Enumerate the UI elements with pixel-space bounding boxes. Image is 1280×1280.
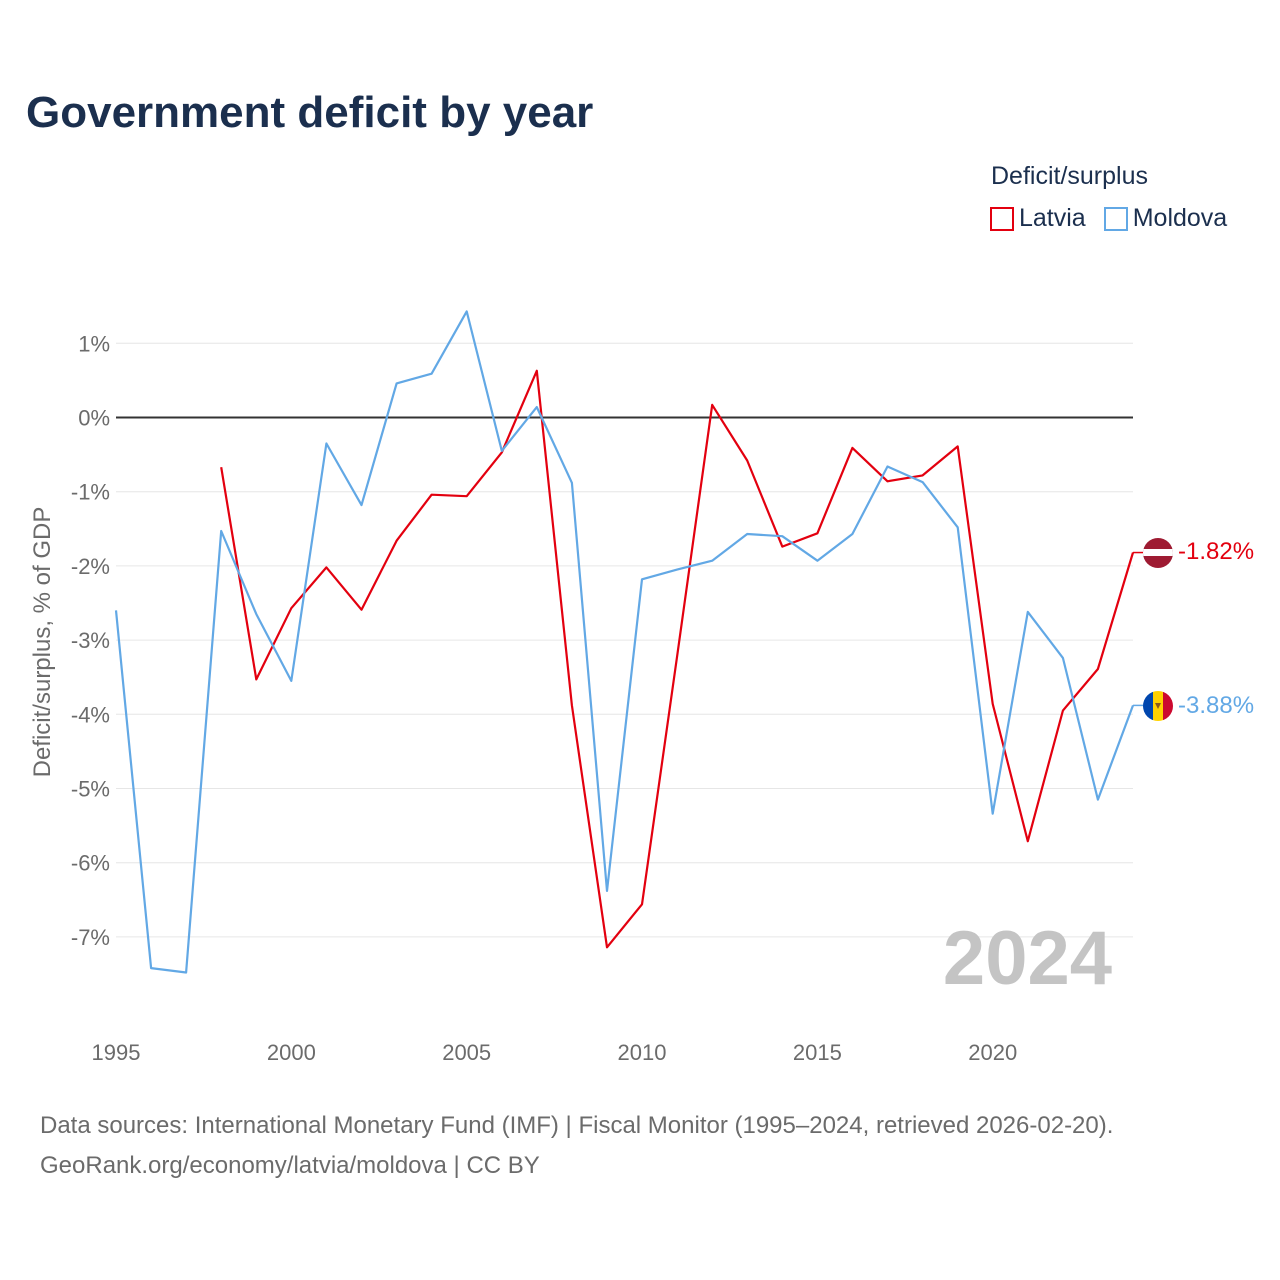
year-watermark: 2024 [943, 916, 1112, 1001]
chart-title: Government deficit by year [26, 88, 594, 137]
y-tick-label: 0% [78, 406, 110, 431]
latvia-flag-icon [1143, 538, 1173, 568]
grid-lines [116, 342, 1133, 938]
x-tick-label: 2005 [442, 1040, 491, 1065]
y-tick-label: -3% [71, 628, 110, 653]
y-tick-label: -4% [71, 702, 110, 727]
legend-swatch-moldova [1103, 206, 1128, 231]
x-tick-label: 2015 [793, 1040, 842, 1065]
legend-label-latvia: Latvia [1019, 204, 1086, 232]
y-tick-label: -6% [71, 851, 110, 876]
legend-swatch-latvia [990, 206, 1014, 231]
x-tick-label: 2000 [267, 1040, 316, 1065]
x-tick-label: 1995 [92, 1040, 141, 1065]
y-tick-label: -1% [71, 480, 110, 505]
moldova-end-label: -3.88% [1178, 692, 1254, 719]
moldova-flag-icon [1143, 691, 1173, 721]
data-sources: Data sources: International Monetary Fun… [40, 1112, 1114, 1139]
legend-title: Deficit/surplus [991, 162, 1148, 190]
series-line-latvia [220, 369, 1135, 949]
y-tick-label: -2% [71, 554, 110, 579]
series-line-moldova [114, 310, 1135, 974]
series-lines [114, 310, 1143, 974]
footer: Data sources: International Monetary Fun… [40, 1106, 1113, 1186]
x-tick-label: 2020 [968, 1040, 1017, 1065]
legend-item-latvia[interactable]: Latvia [990, 204, 1086, 233]
latvia-end-label: -1.82% [1178, 538, 1254, 565]
y-tick-label: -7% [71, 925, 110, 950]
x-tick-labels: 1995 2000 2005 2010 2015 2020 [92, 1040, 1018, 1065]
legend: Latvia Moldova [990, 204, 1227, 233]
legend-item-moldova[interactable]: Moldova [1103, 204, 1228, 233]
source-link[interactable]: GeoRank.org/economy/latvia/moldova | CC … [40, 1152, 540, 1179]
y-tick-label: 1% [78, 331, 110, 356]
legend-label-moldova: Moldova [1132, 204, 1228, 232]
y-tick-label: -5% [71, 777, 110, 802]
y-axis-label: Deficit/surplus, % of GDP [29, 507, 56, 778]
line-chart: 1% 0% -1% -2% -3% -4% -5% -6% -7% 1995 2000 2005 20… [29, 310, 1254, 1065]
y-tick-labels: 1% 0% -1% -2% -3% -4% -5% -6% -7% [71, 331, 110, 950]
x-tick-label: 2010 [618, 1040, 667, 1065]
